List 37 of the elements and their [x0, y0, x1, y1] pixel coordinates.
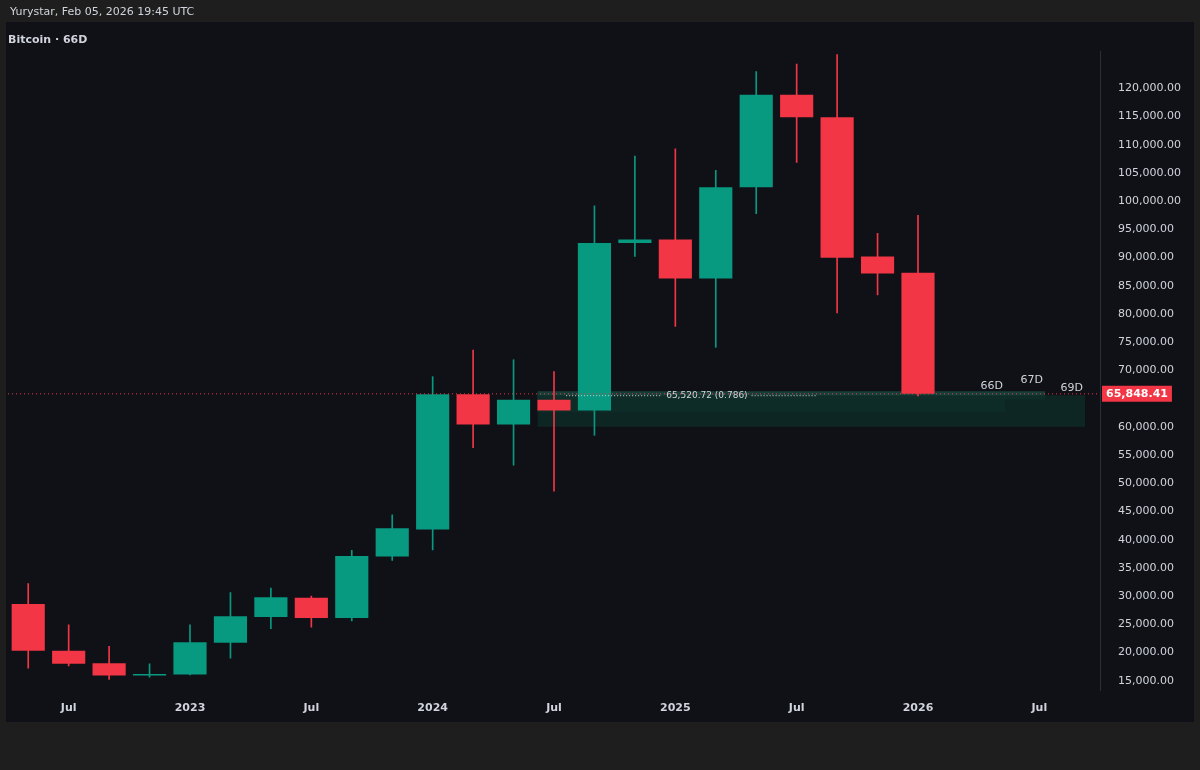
y-tick-label: 40,000.00	[1118, 532, 1174, 546]
y-tick-label: 30,000.00	[1118, 588, 1174, 602]
y-tick-label: 90,000.00	[1118, 250, 1174, 264]
band-label: 67D	[1020, 372, 1043, 386]
x-tick-label: Jul	[787, 701, 805, 715]
y-tick-label: 75,000.00	[1118, 335, 1174, 349]
x-tick-label: 2024	[417, 701, 449, 715]
y-tick-label: 25,000.00	[1118, 617, 1174, 631]
y-tick-label: 35,000.00	[1118, 560, 1174, 574]
x-tick-label: 2025	[660, 701, 691, 715]
y-tick-label: 70,000.00	[1118, 363, 1174, 377]
y-tick-label: 60,000.00	[1118, 419, 1174, 433]
y-tick-label: 45,000.00	[1118, 504, 1174, 518]
y-tick-label: 95,000.00	[1118, 222, 1174, 236]
y-tick-label: 105,000.00	[1118, 165, 1181, 179]
y-tick-label: 20,000.00	[1118, 645, 1174, 659]
band-label: 66D	[980, 379, 1003, 393]
y-tick-label: 55,000.00	[1118, 447, 1174, 461]
text: Yurystar, Feb 05, 2026 19:45 UTC	[10, 5, 195, 18]
x-tick-label: 2023	[174, 701, 206, 715]
x-tick-label: Jul	[1030, 701, 1048, 715]
y-tick-label: 120,000.00	[1118, 81, 1181, 95]
y-tick-label: 50,000.00	[1118, 476, 1174, 490]
y-tick-label: 110,000.00	[1118, 137, 1181, 151]
y-tick-label: 15,000.00	[1118, 673, 1174, 687]
chart-title: Bitcoin · 66D	[8, 33, 88, 47]
x-tick-label: 2026	[902, 701, 934, 715]
y-tick-label: 100,000.00	[1118, 194, 1181, 208]
band-label: 69D	[1060, 380, 1083, 394]
x-tick-label: Jul	[545, 701, 562, 715]
x-tick-label: Jul	[59, 701, 77, 715]
ref-line-label: 65,848.41	[1106, 386, 1168, 400]
annotation: 65,520.72 (0.786)	[666, 390, 748, 401]
y-tick-label: 115,000.00	[1118, 109, 1181, 123]
y-tick-label: 80,000.00	[1118, 306, 1174, 320]
x-tick-label: Jul	[302, 701, 320, 715]
y-tick-label: 85,000.00	[1118, 278, 1174, 292]
